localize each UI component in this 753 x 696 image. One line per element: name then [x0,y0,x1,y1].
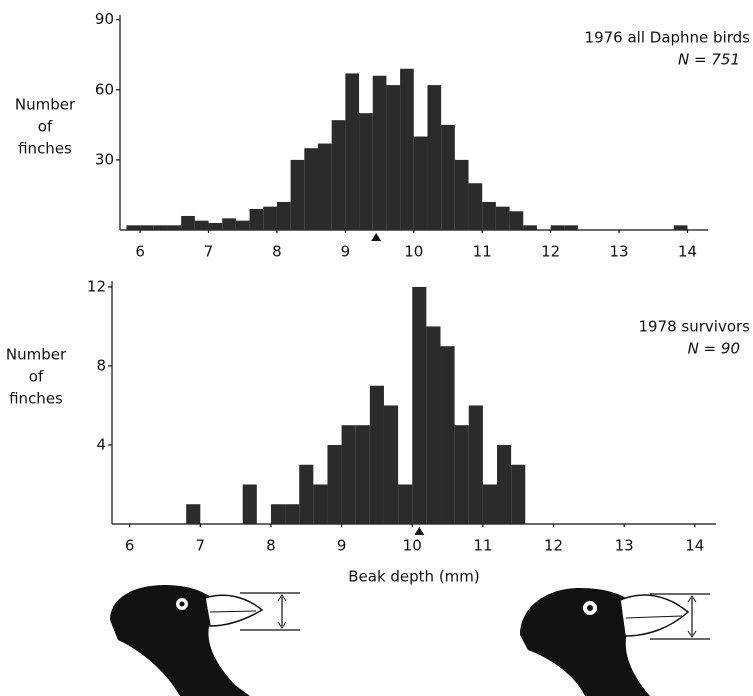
y-tick-label: 4 [96,435,106,453]
y-tick-label: 60 [95,80,114,98]
bar [186,504,201,524]
y-tick-label: 90 [95,10,114,28]
y-axis-label: finches [9,390,63,408]
bar [386,85,401,230]
bar [341,425,356,524]
bar [482,201,496,230]
bar [359,113,373,230]
x-tick-label: 10 [404,243,423,261]
y-axis-label: of [38,118,53,136]
bar [509,211,524,230]
y-tick-label: 8 [96,356,106,374]
x-tick-label: 14 [678,243,697,261]
y-axis-label: finches [18,140,72,158]
bar [495,206,510,230]
bar [355,425,370,524]
bar [564,225,578,230]
bar [497,444,512,524]
bar [468,405,483,524]
bar [511,464,526,524]
bar [318,143,332,230]
x-tick-label: 12 [541,243,560,261]
x-tick-label: 8 [266,537,276,555]
bar [523,225,537,230]
bar [235,220,250,230]
x-tick-label: 9 [337,537,347,555]
finch-head-small [110,585,300,696]
y-tick-label: 12 [87,277,106,295]
x-tick-label: 14 [685,537,704,555]
bar [290,159,305,230]
bar [208,222,223,230]
bar [313,484,328,524]
bar [400,68,414,230]
bar [167,225,182,230]
bar [398,484,413,524]
bar [369,385,384,524]
bar [270,504,286,524]
bar [550,225,565,230]
x-tick-label: 8 [272,243,282,261]
x-tick-label: 13 [615,537,634,555]
bar [126,225,141,230]
x-tick-label: 12 [544,537,563,555]
annotation: 1976 all Daphne birds [585,29,751,47]
bar [412,286,427,524]
bar [441,124,455,230]
x-tick-label: 7 [196,537,206,555]
annotation: 1978 survivors [638,318,750,336]
x-tick-label: 11 [473,537,492,555]
mean-marker [371,233,382,241]
bar [194,220,209,230]
bar [140,225,154,230]
bar [285,504,300,524]
y-axis-label: of [29,368,44,386]
x-tick-label: 13 [610,243,629,261]
bar [249,208,264,230]
x-tick-label: 6 [135,243,145,261]
bar [299,464,314,524]
bar [263,206,277,230]
bar [242,484,257,524]
bar [304,148,318,230]
x-tick-label: 6 [125,537,135,555]
annotation: N = 90 [688,340,740,358]
bar [372,75,387,231]
bar [383,405,399,524]
bar [153,225,168,230]
bar [327,444,342,524]
x-tick-label: 9 [341,243,351,261]
x-axis-label: Beak depth (mm) [348,568,480,586]
bar [276,201,291,230]
bar [468,183,483,230]
bar [222,218,236,230]
bar [331,120,346,230]
bar [413,136,428,230]
bar [427,85,442,230]
bar [482,484,498,524]
finch-head-large [520,588,710,696]
y-axis-label: Number [15,96,76,114]
bar [426,326,441,524]
bar [454,159,469,230]
annotation: N = 751 [678,51,740,69]
bar [673,225,688,230]
bar [181,215,195,230]
mean-marker [414,527,425,535]
bar [345,73,360,230]
y-tick-label: 30 [95,150,114,168]
bar [440,346,455,524]
x-tick-label: 11 [473,243,492,261]
x-tick-label: 10 [403,537,422,555]
y-axis-label: Number [6,346,67,364]
x-tick-label: 7 [204,243,214,261]
bar [454,425,469,524]
